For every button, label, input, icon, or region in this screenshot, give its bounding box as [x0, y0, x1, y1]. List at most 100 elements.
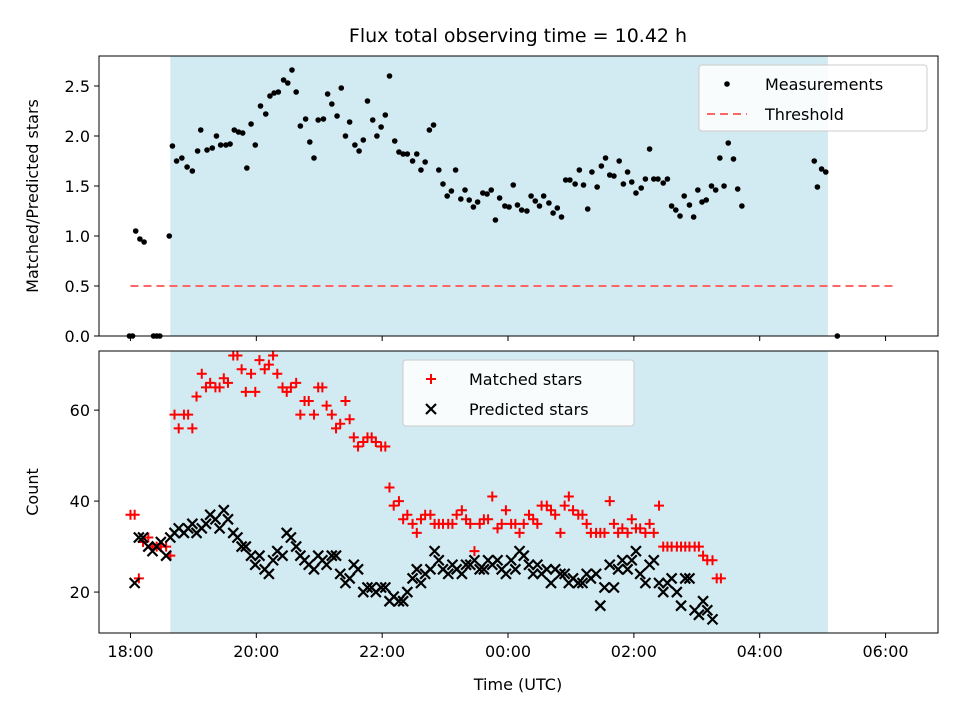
predicted-star-point — [657, 586, 670, 598]
measurement-point — [584, 206, 591, 212]
y-axis-label: Matched/Predicted stars — [23, 99, 42, 293]
measurement-point — [302, 116, 309, 122]
measurement-point — [252, 142, 259, 148]
predicted-star-point — [200, 518, 212, 530]
x-axis-label: Time (UTC) — [473, 675, 562, 694]
matched-star-point — [715, 573, 726, 584]
measurement-point — [267, 93, 273, 99]
predicted-star-point — [648, 554, 660, 567]
matched-star-point — [456, 505, 467, 516]
matched-star-point — [532, 518, 543, 529]
predicted-star-point — [675, 599, 687, 612]
measurement-point — [536, 203, 543, 209]
measurement-point — [502, 203, 508, 209]
measurement-point — [506, 204, 512, 210]
measurement-point — [514, 202, 521, 208]
measurement-point — [184, 164, 190, 170]
predicted-star-point — [330, 549, 342, 562]
predicted-star-point — [527, 568, 539, 580]
measurement-point — [391, 138, 398, 144]
predicted-star-point — [558, 568, 571, 580]
matched-star-point — [608, 518, 619, 529]
predicted-star-point — [415, 577, 427, 589]
measurement-point — [426, 127, 433, 133]
measurement-point — [690, 214, 697, 220]
measurement-point — [638, 185, 645, 191]
measurement-point — [311, 155, 317, 161]
predicted-star-point — [334, 568, 346, 580]
measurement-point — [289, 67, 295, 73]
measurement-point — [382, 112, 389, 118]
predicted-star-point — [554, 568, 567, 580]
predicted-star-point — [137, 531, 149, 544]
matched-star-point — [635, 523, 646, 534]
measurement-point — [528, 193, 534, 199]
matched-star-point — [214, 382, 225, 393]
matched-star-point — [640, 527, 651, 538]
legend-marker — [426, 374, 436, 384]
x-tick-label: 02:00 — [611, 642, 657, 661]
matched-star-point — [500, 505, 511, 516]
predicted-star-point — [523, 558, 535, 571]
matched-star-point — [340, 396, 351, 407]
matched-star-point — [693, 541, 704, 552]
measurement-point — [231, 127, 238, 133]
predicted-star-point — [263, 568, 275, 580]
predicted-star-point — [630, 545, 642, 557]
measurement-point — [589, 169, 595, 175]
measurement-point — [194, 148, 201, 154]
measurement-point — [227, 141, 233, 147]
measurement-point — [386, 73, 393, 79]
measurement-point — [306, 139, 313, 145]
predicted-star-point — [468, 554, 481, 567]
matched-star-point — [187, 423, 198, 434]
matched-star-point — [222, 377, 233, 388]
predicted-star-point — [653, 577, 665, 589]
predicted-star-point — [267, 554, 279, 567]
measurement-point — [598, 163, 605, 169]
predicted-star-point — [491, 554, 504, 567]
matched-star-point — [599, 527, 610, 538]
legend: Matched stars Predicted stars — [402, 359, 635, 427]
matched-star-point — [402, 509, 413, 520]
matched-star-point — [169, 409, 180, 420]
matched-star-point — [648, 527, 659, 538]
matched-star-point — [644, 518, 655, 529]
measurement-point — [452, 167, 459, 173]
predicted-star-point — [478, 563, 490, 576]
predicted-star-point — [218, 504, 230, 516]
measurement-point — [179, 155, 185, 161]
measurement-point — [430, 122, 437, 128]
matched-star-point — [191, 391, 202, 402]
matched-star-point — [465, 518, 476, 529]
matched-star-point — [469, 546, 480, 557]
predicted-star-point — [612, 563, 624, 576]
y-tick-label: 0.0 — [65, 327, 90, 346]
measurement-point — [466, 197, 473, 203]
x-tick-label: 22:00 — [359, 642, 405, 661]
measurement-point — [360, 137, 367, 143]
predicted-star-point — [361, 581, 374, 594]
measurement-point — [668, 203, 675, 209]
predicted-star-point — [410, 563, 423, 576]
matched-star-point — [317, 382, 328, 393]
chart-title: Flux total observing time = 10.42 h — [349, 25, 687, 47]
predicted-star-point — [222, 513, 234, 526]
predicted-star-point — [572, 577, 585, 589]
legend-marker — [425, 403, 437, 415]
measurement-point — [284, 80, 291, 86]
measurement-point — [550, 210, 556, 216]
predicted-star-point — [375, 581, 387, 594]
measurement-point — [708, 183, 715, 189]
matched-star-point — [246, 368, 257, 379]
measurement-point — [558, 214, 565, 220]
measurement-point — [606, 172, 613, 178]
measurement-point — [681, 193, 688, 199]
measurement-point — [189, 168, 196, 174]
matched-star-point — [581, 518, 592, 529]
measurement-point — [197, 127, 204, 133]
matched-star-point — [518, 518, 529, 529]
matched-star-point — [196, 368, 207, 379]
matched-star-point — [510, 518, 521, 529]
measurement-point — [315, 117, 321, 123]
